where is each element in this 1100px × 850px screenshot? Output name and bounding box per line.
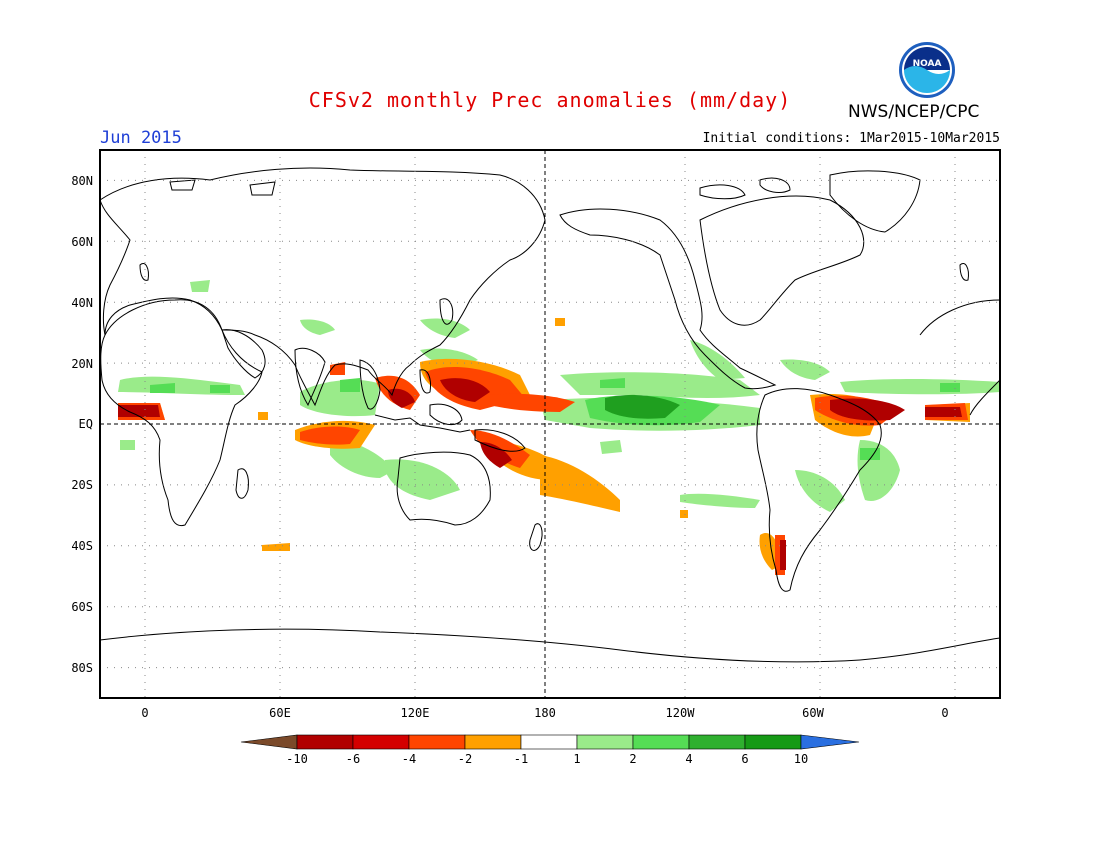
colorbar-label: 6 xyxy=(741,752,748,766)
colorbar-swatch xyxy=(352,734,410,750)
lat-label: 80S xyxy=(71,661,93,675)
map-border xyxy=(99,149,1001,699)
lat-label: 40N xyxy=(71,296,93,310)
lon-label: 120W xyxy=(666,706,696,720)
colorbar-swatch xyxy=(688,734,746,750)
colorbar-legend: -10 -6 -4 -2 -1 1 2 4 6 10 xyxy=(240,734,860,766)
logo-text: NOAA xyxy=(913,59,942,69)
chart-title-text: CFSv2 monthly Prec anomalies (mm/day) xyxy=(308,88,792,112)
lat-label: 40S xyxy=(71,539,93,553)
agency-label: NWS/NCEP/CPC xyxy=(848,102,980,122)
chart-title: CFSv2 monthly Prec anomalies (mm/day) xyxy=(0,88,1100,112)
colorbar-label: 1 xyxy=(573,752,580,766)
lat-axis: 80N 60N 40N 20N EQ 20S 40S 60S 80S xyxy=(71,174,93,675)
colorbar-label: -10 xyxy=(286,752,308,766)
colorbar-right-arrow xyxy=(800,734,860,750)
colorbar-label: -2 xyxy=(458,752,472,766)
colorbar-swatch xyxy=(744,734,802,750)
colorbar-label: 2 xyxy=(629,752,636,766)
initial-conditions: Initial conditions: 1Mar2015-10Mar2015 xyxy=(702,131,1000,146)
lon-label: 180 xyxy=(534,706,556,720)
forecast-month: Jun 2015 xyxy=(100,128,182,148)
reference-lines xyxy=(100,150,1000,698)
colorbar-label: -4 xyxy=(402,752,416,766)
noaa-logo-icon: NOAA xyxy=(899,42,955,98)
lat-label: EQ xyxy=(79,417,93,431)
lat-label: 20N xyxy=(71,357,93,371)
lon-label: 0 xyxy=(941,706,948,720)
colorbar-label: 10 xyxy=(794,752,808,766)
colorbar-label: -1 xyxy=(514,752,528,766)
lat-label: 60S xyxy=(71,600,93,614)
colorbar-label: 4 xyxy=(685,752,692,766)
lon-label: 0 xyxy=(141,706,148,720)
coastlines xyxy=(99,167,1001,663)
colorbar-swatch xyxy=(464,734,522,750)
colorbar-swatch xyxy=(408,734,466,750)
lat-label: 60N xyxy=(71,235,93,249)
colorbar-swatch xyxy=(576,734,634,750)
lon-axis: 0 60E 120E 180 120W 60W 0 xyxy=(141,706,948,720)
anomaly-shading xyxy=(118,280,1000,575)
colorbar-label: -6 xyxy=(346,752,360,766)
lon-label: 60E xyxy=(269,706,291,720)
colorbar-swatch xyxy=(520,734,578,750)
lon-label: 120E xyxy=(401,706,430,720)
lat-label: 20S xyxy=(71,478,93,492)
colorbar-left-arrow xyxy=(240,734,298,750)
colorbar-swatch xyxy=(296,734,354,750)
colorbar-swatch xyxy=(632,734,690,750)
lat-label: 80N xyxy=(71,174,93,188)
lon-label: 60W xyxy=(802,706,824,720)
